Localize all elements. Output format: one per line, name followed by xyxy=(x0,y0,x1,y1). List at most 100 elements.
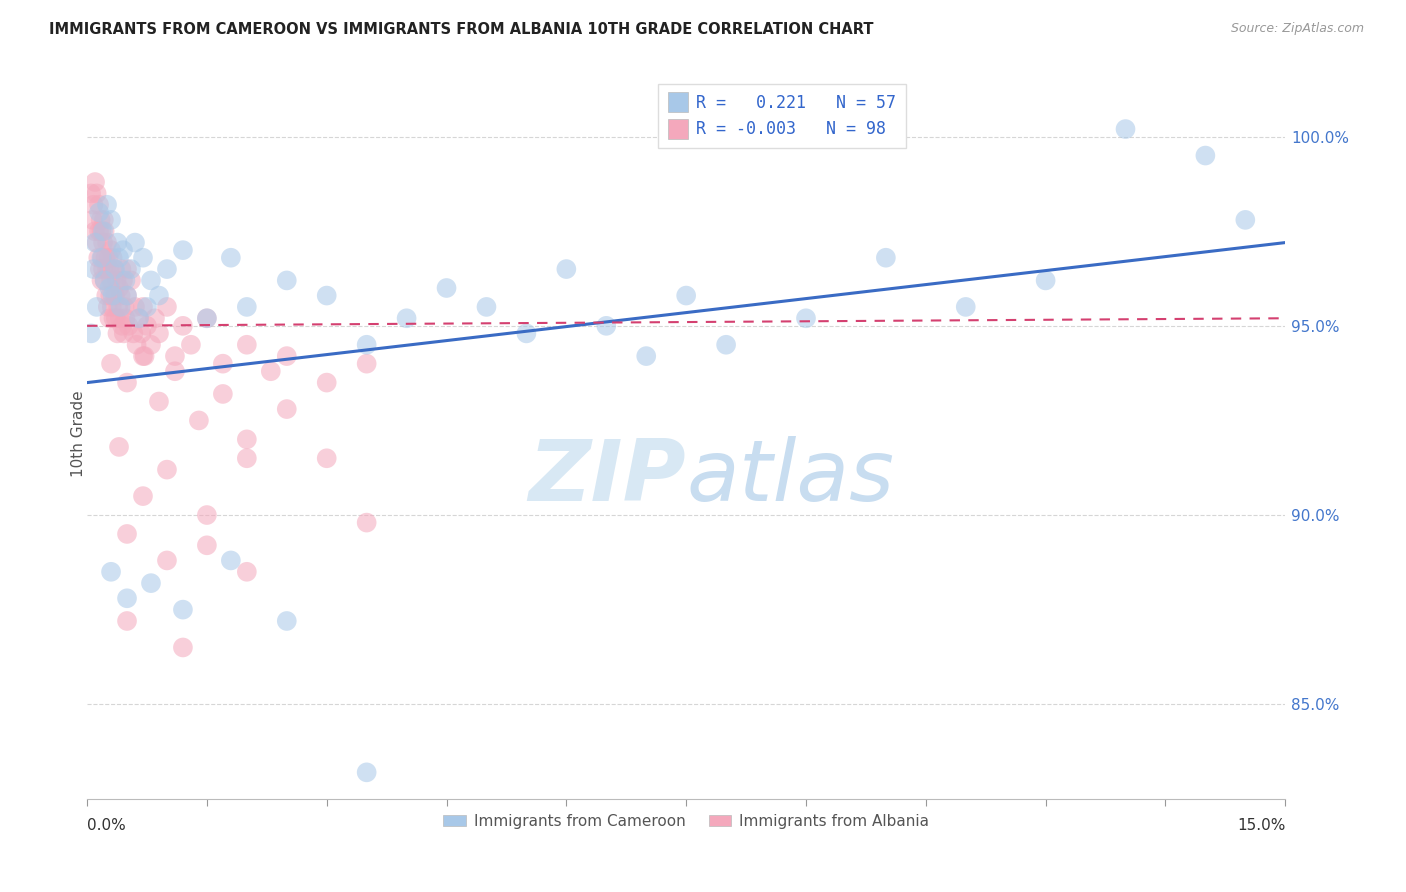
Point xyxy=(96,198,118,212)
Point xyxy=(111,318,134,333)
Point xyxy=(96,235,118,250)
Point xyxy=(87,251,110,265)
Point xyxy=(195,508,218,522)
Point xyxy=(115,288,138,302)
Point xyxy=(156,300,179,314)
Point xyxy=(120,273,142,287)
Point xyxy=(96,288,118,302)
Point xyxy=(90,213,112,227)
Point xyxy=(98,281,121,295)
Point xyxy=(82,262,104,277)
Point xyxy=(219,251,242,265)
Point xyxy=(89,262,111,277)
Point xyxy=(111,243,134,257)
Point xyxy=(115,288,138,302)
Point xyxy=(108,440,131,454)
Point xyxy=(111,273,134,287)
Text: 15.0%: 15.0% xyxy=(1237,818,1285,833)
Point xyxy=(93,224,115,238)
Point xyxy=(115,591,138,606)
Point xyxy=(475,300,498,314)
Point xyxy=(172,318,194,333)
Point xyxy=(82,213,104,227)
Point xyxy=(276,273,298,287)
Point xyxy=(115,262,138,277)
Point xyxy=(122,326,145,341)
Point xyxy=(110,262,132,277)
Point xyxy=(104,262,127,277)
Point xyxy=(236,451,259,466)
Point xyxy=(315,376,337,390)
Point xyxy=(114,300,136,314)
Point xyxy=(180,337,202,351)
Point xyxy=(108,281,131,295)
Point xyxy=(156,462,179,476)
Point xyxy=(93,273,115,287)
Point xyxy=(100,213,122,227)
Point xyxy=(103,311,125,326)
Point xyxy=(100,565,122,579)
Point xyxy=(276,349,298,363)
Point xyxy=(219,553,242,567)
Point xyxy=(94,251,117,265)
Point xyxy=(132,300,155,314)
Point xyxy=(212,357,235,371)
Point xyxy=(236,300,259,314)
Point xyxy=(675,288,697,302)
Point xyxy=(107,326,129,341)
Point xyxy=(93,213,115,227)
Point xyxy=(101,300,124,314)
Point xyxy=(84,235,107,250)
Point xyxy=(875,251,897,265)
Point xyxy=(436,281,458,295)
Point xyxy=(131,326,153,341)
Point xyxy=(236,433,259,447)
Point xyxy=(128,311,150,326)
Point xyxy=(103,262,125,277)
Point xyxy=(90,251,112,265)
Point xyxy=(595,318,617,333)
Point xyxy=(276,614,298,628)
Point xyxy=(104,288,127,302)
Point xyxy=(101,251,124,265)
Point xyxy=(1194,148,1216,162)
Point xyxy=(101,288,124,302)
Text: Source: ZipAtlas.com: Source: ZipAtlas.com xyxy=(1230,22,1364,36)
Point xyxy=(108,251,131,265)
Point xyxy=(91,262,114,277)
Point xyxy=(172,243,194,257)
Point xyxy=(98,262,121,277)
Point xyxy=(104,311,127,326)
Point xyxy=(156,553,179,567)
Point xyxy=(107,300,129,314)
Point xyxy=(115,527,138,541)
Point xyxy=(93,273,115,287)
Point xyxy=(143,311,166,326)
Point xyxy=(356,516,378,530)
Point xyxy=(128,311,150,326)
Point xyxy=(110,288,132,302)
Point xyxy=(139,337,162,351)
Point xyxy=(132,251,155,265)
Point xyxy=(315,288,337,302)
Point xyxy=(105,273,128,287)
Point xyxy=(236,565,259,579)
Point xyxy=(91,224,114,238)
Point xyxy=(114,273,136,287)
Point xyxy=(91,251,114,265)
Point xyxy=(163,349,186,363)
Point xyxy=(97,300,120,314)
Y-axis label: 10th Grade: 10th Grade xyxy=(72,391,86,477)
Point xyxy=(148,326,170,341)
Point xyxy=(714,337,737,351)
Point xyxy=(80,326,103,341)
Point xyxy=(100,243,122,257)
Point xyxy=(195,538,218,552)
Point xyxy=(107,235,129,250)
Point xyxy=(187,413,209,427)
Point xyxy=(1234,213,1257,227)
Point xyxy=(195,311,218,326)
Point xyxy=(114,311,136,326)
Point xyxy=(132,489,155,503)
Point xyxy=(90,273,112,287)
